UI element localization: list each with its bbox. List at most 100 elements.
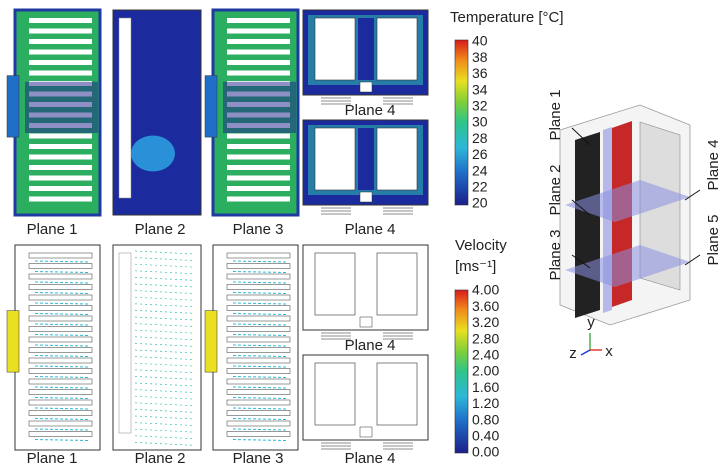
vent (360, 192, 372, 202)
center (358, 128, 374, 190)
slat (29, 176, 92, 181)
slat (227, 29, 290, 34)
legend-title: Temperature [°C] (450, 9, 564, 26)
legend-tick: 20 (472, 195, 488, 211)
slat (227, 197, 290, 202)
figure: Temperature [°C] Velocity [ms⁻¹] Plane 1… (0, 0, 726, 467)
contour-panel (7, 10, 100, 215)
contour-panel (205, 10, 298, 215)
legend-tick: 40 (472, 33, 488, 49)
panel-label: Plane 3 (233, 450, 284, 467)
rack (377, 253, 417, 315)
axis-label: x (605, 343, 613, 360)
panel-label: Plane 2 (135, 221, 186, 238)
duct (25, 82, 98, 133)
contour-panel (7, 245, 100, 450)
temperature-colorbar (455, 40, 468, 205)
slat (29, 39, 92, 44)
rack (315, 128, 355, 190)
rack (315, 253, 355, 315)
panel-label: Plane 3 (233, 221, 284, 238)
legend-tick: 38 (472, 49, 488, 65)
slat (227, 50, 290, 55)
legend-tick: 3.60 (472, 298, 499, 314)
slat (227, 134, 290, 139)
legend-tick: 32 (472, 98, 488, 114)
axis-label: y (587, 314, 595, 331)
inlet (205, 311, 217, 373)
center (358, 253, 374, 315)
legend-unit: [ms⁻¹] (455, 258, 496, 275)
legend-title: Velocity (455, 237, 507, 254)
slat (29, 144, 92, 149)
legend-tick: 36 (472, 65, 488, 81)
geometry-view (560, 105, 700, 355)
plane-label: Plane 5 (705, 215, 722, 266)
contour-panel (303, 10, 428, 104)
rack (377, 128, 417, 190)
vent (360, 317, 372, 327)
slat (227, 71, 290, 76)
slat (29, 165, 92, 170)
legend-tick: 0.80 (472, 411, 499, 427)
rack (315, 18, 355, 80)
panel-label: Plane 1 (27, 450, 78, 467)
slat (29, 50, 92, 55)
contour-panel (113, 10, 201, 215)
inlet (7, 311, 19, 373)
slat (29, 134, 92, 139)
inset-label: Plane 4 (345, 337, 396, 354)
contour-panel (205, 245, 298, 450)
legend-tick: 22 (472, 179, 488, 195)
legend-tick: 3.20 (472, 314, 499, 330)
contour-panel (303, 355, 428, 449)
panel-label: Plane 2 (135, 450, 186, 467)
contour-panel (113, 245, 201, 450)
slat (29, 71, 92, 76)
slat (29, 186, 92, 191)
slat (227, 176, 290, 181)
panel-duct (119, 253, 131, 433)
plane-label: Plane 1 (547, 90, 564, 141)
velocity-colorbar (455, 290, 468, 453)
axis-label: z (569, 345, 577, 362)
legend-tick: 2.00 (472, 363, 499, 379)
legend-tick: 30 (472, 114, 488, 130)
slat (29, 197, 92, 202)
legend-tick: 4.00 (472, 282, 499, 298)
legend-tick: 24 (472, 162, 488, 178)
legend-tick: 26 (472, 146, 488, 162)
legend-tick: 0.00 (472, 444, 499, 460)
contour-panel (303, 120, 428, 214)
slat (29, 18, 92, 23)
slat (227, 39, 290, 44)
inlet (7, 76, 19, 138)
panel-label: Plane 1 (27, 221, 78, 238)
plane-label: Plane 3 (547, 230, 564, 281)
plane-label: Plane 4 (705, 140, 722, 191)
legend-tick: 34 (472, 81, 488, 97)
slat (227, 18, 290, 23)
slat (29, 29, 92, 34)
inlet (205, 76, 217, 138)
legend-tick: 1.60 (472, 379, 499, 395)
legend-tick: 28 (472, 130, 488, 146)
legend-tick: 2.40 (472, 347, 499, 363)
slat (29, 60, 92, 65)
slat (227, 186, 290, 191)
slat (227, 144, 290, 149)
slat (227, 60, 290, 65)
contour-panel (303, 245, 428, 339)
panel-duct (119, 18, 131, 198)
slat (227, 155, 290, 160)
hot-spot (131, 136, 175, 172)
legend-tick: 0.40 (472, 428, 499, 444)
rack (377, 363, 417, 425)
center (358, 363, 374, 425)
vent (360, 427, 372, 437)
slat (227, 165, 290, 170)
rack (377, 18, 417, 80)
rack (315, 363, 355, 425)
plane-label: Plane 2 (547, 165, 564, 216)
center (358, 18, 374, 80)
